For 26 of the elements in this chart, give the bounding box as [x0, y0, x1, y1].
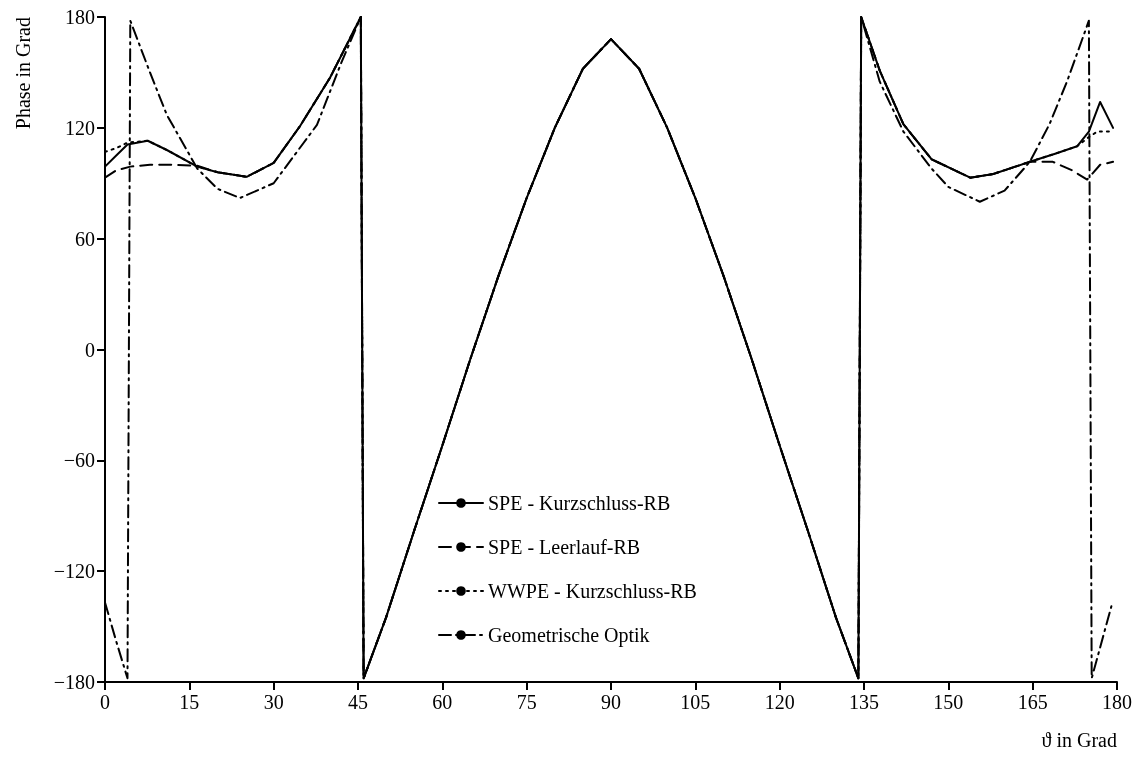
legend-label: SPE - Kurzschluss-RB	[488, 492, 671, 514]
y-tick-label: 180	[65, 6, 95, 28]
legend-label: Geometrische Optik	[488, 624, 650, 647]
y-tick-label: 60	[75, 227, 95, 250]
y-tick-label: −60	[63, 449, 95, 472]
legend-label: WWPE - Kurzschluss-RB	[488, 580, 697, 602]
y-tick-label: −180	[53, 671, 95, 693]
y-axis-title: Phase in Grad	[12, 17, 34, 130]
x-tick-label: 30	[263, 691, 284, 713]
legend-label: SPE - Leerlauf-RB	[488, 536, 641, 558]
x-tick-label: 0	[100, 691, 110, 713]
x-axis-title: ϑ in Grad	[1041, 729, 1117, 751]
x-tick-label: 135	[849, 691, 879, 713]
y-tick-label: 0	[85, 338, 95, 361]
x-tick-label: 15	[179, 691, 200, 713]
x-tick-label: 165	[1017, 691, 1048, 713]
x-tick-label: 90	[601, 691, 621, 713]
x-tick-label: 60	[432, 691, 453, 713]
x-tick-label: 45	[348, 691, 368, 713]
x-tick-label: 150	[933, 691, 964, 713]
x-tick-label: 120	[764, 691, 795, 713]
x-tick-label: 75	[516, 691, 537, 713]
y-tick-label: −120	[53, 560, 95, 583]
x-tick-label: 180	[1102, 691, 1132, 713]
x-tick-label: 105	[680, 691, 711, 713]
y-tick-label: 120	[65, 116, 95, 139]
